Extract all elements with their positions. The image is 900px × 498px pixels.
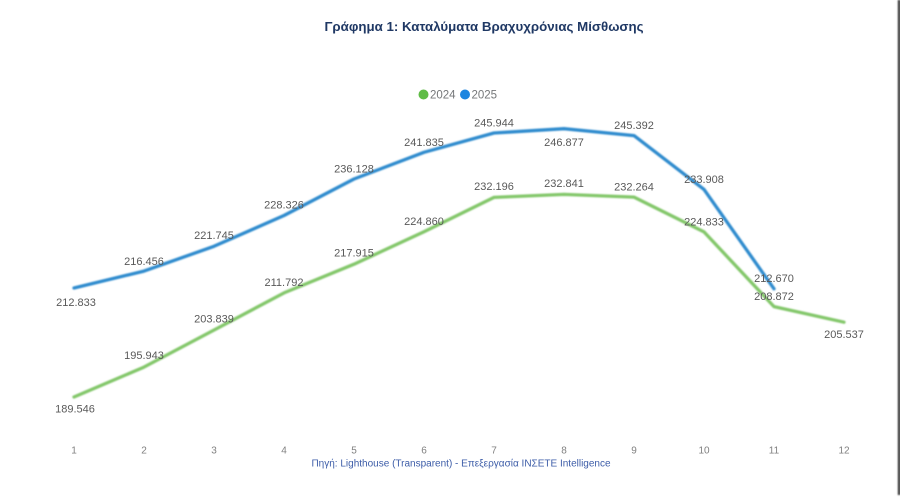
svg-text:195.943: 195.943: [124, 350, 164, 362]
svg-text:205.537: 205.537: [824, 329, 864, 341]
svg-text:2025: 2025: [472, 90, 498, 102]
svg-text:12: 12: [838, 446, 850, 457]
svg-text:211.792: 211.792: [265, 277, 304, 289]
svg-text:221.745: 221.745: [194, 230, 234, 242]
svg-text:217.915: 217.915: [334, 248, 374, 260]
svg-text:2024: 2024: [430, 90, 456, 102]
svg-text:7: 7: [491, 446, 497, 457]
svg-text:1: 1: [71, 446, 77, 457]
svg-text:9: 9: [631, 446, 637, 457]
svg-text:224.860: 224.860: [404, 216, 444, 228]
svg-text:2: 2: [141, 446, 147, 457]
svg-text:6: 6: [421, 446, 427, 457]
svg-text:208.872: 208.872: [754, 291, 794, 303]
svg-text:203.839: 203.839: [194, 314, 234, 326]
svg-text:Γράφημα 1: Καταλύματα Βραχυχρό: Γράφημα 1: Καταλύματα Βραχυχρόνιας Μίσθω…: [324, 19, 643, 34]
svg-text:245.944: 245.944: [474, 118, 514, 130]
svg-text:11: 11: [769, 446, 780, 457]
svg-text:245.392: 245.392: [614, 120, 654, 132]
svg-text:10: 10: [698, 446, 710, 457]
svg-text:4: 4: [281, 446, 287, 457]
svg-text:224.833: 224.833: [684, 216, 724, 228]
svg-text:241.835: 241.835: [404, 137, 444, 149]
svg-text:246.877: 246.877: [544, 137, 584, 149]
svg-text:232.196: 232.196: [474, 181, 514, 193]
svg-text:3: 3: [211, 446, 217, 457]
svg-text:Πηγή: Lighthouse (Transparent): Πηγή: Lighthouse (Transparent) - Επεξεργ…: [311, 458, 611, 470]
svg-text:212.833: 212.833: [56, 297, 96, 309]
svg-text:216.456: 216.456: [124, 256, 164, 268]
svg-text:212.670: 212.670: [754, 273, 794, 285]
svg-text:236.128: 236.128: [334, 164, 374, 176]
svg-text:8: 8: [561, 446, 567, 457]
svg-text:5: 5: [351, 446, 357, 457]
svg-text:228.326: 228.326: [264, 200, 304, 212]
svg-text:232.264: 232.264: [614, 182, 654, 194]
svg-text:233.908: 233.908: [684, 174, 724, 186]
svg-text:189.546: 189.546: [55, 403, 95, 415]
svg-text:232.841: 232.841: [544, 178, 584, 190]
